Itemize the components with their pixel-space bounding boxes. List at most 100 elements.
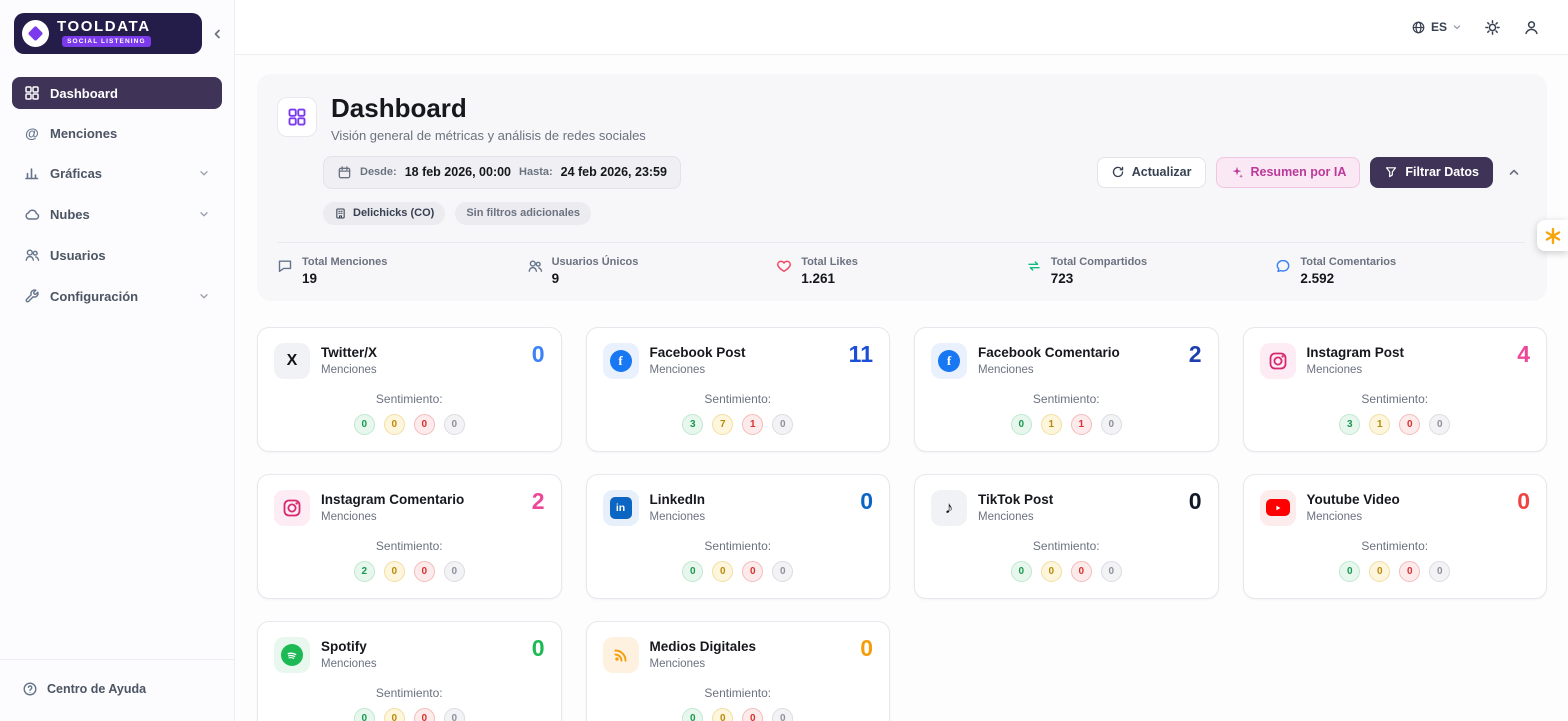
users-icon	[24, 247, 40, 263]
sentiment-none-badge: 0	[772, 560, 794, 582]
platform-name: Youtube Video	[1306, 492, 1400, 508]
help-center-label: Centro de Ayuda	[47, 682, 147, 696]
sentiment-none-badge: 0	[1100, 413, 1122, 435]
platform-card-instagram-post[interactable]: Instagram Post Menciones 4 Sentimiento: …	[1242, 326, 1547, 452]
platform-card-linkedin[interactable]: in LinkedIn Menciones 0 Sentimiento: 0 0…	[585, 473, 890, 599]
sidebar-item-graficas[interactable]: Gráficas	[12, 157, 222, 189]
main-content: Dashboard Visión general de métricas y a…	[235, 55, 1568, 721]
platform-card-instagram-comentario[interactable]: Instagram Comentario Menciones 2 Sentimi…	[257, 473, 562, 599]
sentiment-neutral-badge: 7	[712, 413, 734, 435]
dashboard-grid-icon	[24, 85, 40, 101]
sentiment-none-badge: 0	[1429, 560, 1451, 582]
accessibility-widget-button[interactable]	[1537, 220, 1568, 251]
sidebar-item-label: Usuarios	[50, 247, 106, 263]
sentiment-neutral-badge: 0	[1369, 560, 1391, 582]
brand-logo[interactable]: TOOLDATA SOCIAL LISTENING	[14, 13, 202, 54]
platform-subtitle: Menciones	[649, 510, 706, 523]
theme-toggle-button[interactable]	[1484, 19, 1501, 36]
sentiment-neutral-badge: 0	[712, 560, 734, 582]
ai-summary-button[interactable]: Resumen por IA	[1215, 156, 1361, 188]
page-subtitle: Visión general de métricas y análisis de…	[331, 127, 646, 143]
sentiment-neutral-badge: 1	[1040, 413, 1062, 435]
sentiment-positive-badge: 3	[682, 413, 704, 435]
platform-subtitle: Menciones	[649, 657, 706, 670]
filter-data-button[interactable]: Filtrar Datos	[1370, 156, 1493, 188]
sidebar-item-usuarios[interactable]: Usuarios	[12, 239, 222, 271]
sidebar-item-dashboard[interactable]: Dashboard	[12, 77, 222, 109]
chevron-down-icon	[198, 167, 210, 179]
sentiment-negative-badge: 0	[1070, 560, 1092, 582]
mention-count: 0	[860, 487, 873, 514]
platform-card-youtube[interactable]: Youtube Video Menciones 0 Sentimiento: 0…	[1242, 473, 1547, 599]
comment-bubble-icon	[1275, 258, 1291, 274]
date-to-value: 24 feb 2026, 23:59	[560, 165, 667, 180]
platform-name: Medios Digitales	[649, 639, 757, 655]
date-range-picker[interactable]: Desde: 18 feb 2026, 00:00 Hasta: 24 feb …	[323, 155, 681, 189]
sentiment-neutral-badge: 0	[712, 707, 734, 721]
platform-card-spotify[interactable]: Spotify Menciones 0 Sentimiento: 0 0 0 0	[257, 620, 562, 721]
stat-usuarios-unicos: Usuarios Únicos 9	[527, 256, 777, 286]
collapse-panel-button[interactable]	[1503, 161, 1525, 183]
sentiment-negative-badge: 0	[742, 560, 764, 582]
sentiment-negative-badge: 0	[742, 707, 764, 721]
user-icon	[1525, 20, 1538, 34]
help-center-link[interactable]: Centro de Ayuda	[14, 677, 220, 701]
twitter-x-icon: X	[274, 342, 310, 379]
mention-count: 0	[531, 634, 545, 661]
sentiment-label: Sentimiento:	[704, 538, 772, 553]
platform-name: Facebook Comentario	[978, 345, 1120, 361]
platform-card-tiktok[interactable]: ♪ TikTok Post Menciones 0 Sentimiento: 0…	[914, 473, 1219, 599]
linkedin-icon: in	[602, 489, 639, 526]
sentiment-badges: 3 1 0 0	[1260, 413, 1531, 435]
platform-name: Facebook Post	[649, 345, 746, 361]
sidebar-item-menciones[interactable]: @ Menciones	[12, 118, 222, 148]
platform-subtitle: Menciones	[321, 510, 377, 523]
sidebar-item-nubes[interactable]: Nubes	[12, 198, 222, 230]
facebook-icon: f	[602, 342, 639, 379]
cloud-icon	[24, 206, 40, 222]
sentiment-none-badge: 0	[1429, 413, 1451, 435]
bar-chart-icon	[24, 165, 40, 181]
platform-card-medios-digitales[interactable]: Medios Digitales Menciones 0 Sentimiento…	[585, 620, 890, 721]
chevron-down-icon	[1453, 25, 1461, 30]
user-menu-button[interactable]	[1523, 19, 1540, 36]
refresh-button[interactable]: Actualizar	[1096, 156, 1206, 188]
platform-cards-grid: X Twitter/X Menciones 0 Sentimiento: 0 0…	[257, 326, 1547, 721]
sentiment-neutral-badge: 0	[1040, 560, 1062, 582]
sentiment-negative-badge: 1	[1070, 413, 1092, 435]
youtube-icon	[1259, 489, 1296, 526]
sentiment-negative-badge: 0	[413, 413, 435, 435]
platform-subtitle: Menciones	[1306, 363, 1363, 376]
platform-card-facebook-comentario[interactable]: f Facebook Comentario Menciones 2 Sentim…	[914, 326, 1219, 452]
language-selector[interactable]: ES	[1411, 20, 1462, 35]
sentiment-none-badge: 0	[443, 560, 465, 582]
date-from-label: Desde:	[360, 166, 397, 179]
sentiment-label: Sentimiento:	[1032, 391, 1100, 406]
sentiment-neutral-badge: 0	[383, 707, 405, 721]
sentiment-label: Sentimiento:	[375, 391, 443, 406]
dashboard-header-card: Dashboard Visión general de métricas y a…	[257, 74, 1547, 301]
instagram-icon	[1259, 342, 1296, 379]
sentiment-badges: 0 1 1 0	[931, 413, 1202, 435]
globe-icon	[1412, 21, 1425, 33]
platform-card-facebook-post[interactable]: f Facebook Post Menciones 11 Sentimiento…	[585, 326, 890, 452]
wrench-icon	[24, 288, 40, 304]
users-icon	[527, 258, 543, 274]
sentiment-none-badge: 0	[443, 707, 465, 721]
platform-card-twitter-x[interactable]: X Twitter/X Menciones 0 Sentimiento: 0 0…	[257, 326, 562, 452]
summary-stats-row: Total Menciones 19 Usuarios Únicos 9 Total…	[277, 241, 1525, 301]
sidebar-collapse-button[interactable]	[208, 25, 226, 43]
sentiment-positive-badge: 0	[353, 413, 375, 435]
sidebar-item-configuracion[interactable]: Configuración	[12, 280, 222, 312]
question-circle-icon	[22, 681, 38, 697]
funnel-icon	[1386, 167, 1397, 178]
account-filter-tag[interactable]: Delichicks (CO)	[323, 201, 446, 225]
sentiment-label: Sentimiento:	[1032, 538, 1100, 553]
date-to-label: Hasta:	[519, 166, 553, 179]
gem-icon	[22, 19, 49, 47]
sentiment-badges: 0 0 0 0	[603, 707, 874, 721]
platform-subtitle: Menciones	[978, 510, 1034, 523]
stat-total-compartidos: Total Compartidos 723	[1026, 256, 1276, 286]
sentiment-positive-badge: 2	[353, 560, 375, 582]
sentiment-label: Sentimiento:	[1361, 391, 1429, 406]
